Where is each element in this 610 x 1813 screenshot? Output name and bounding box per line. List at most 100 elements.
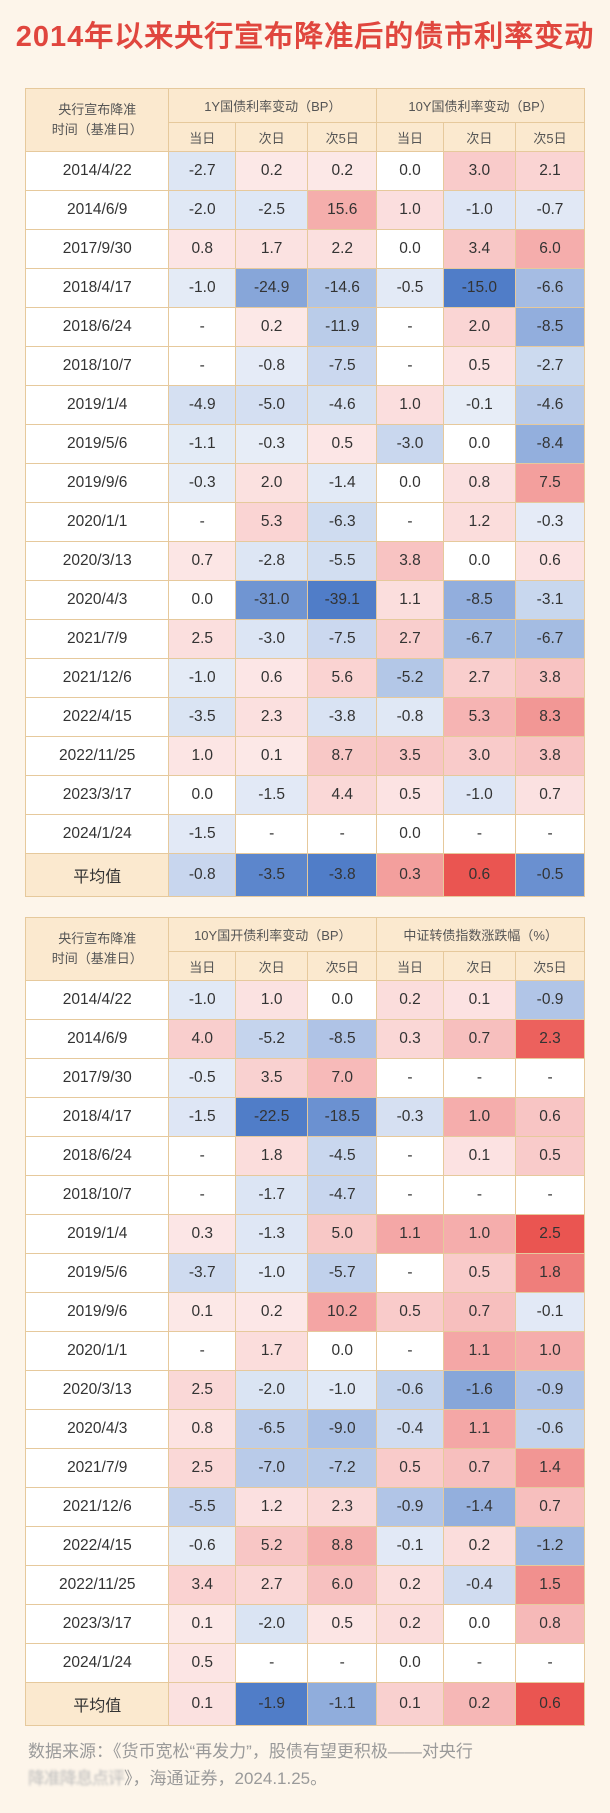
date-cell: 2022/4/15 — [24, 697, 170, 737]
sub-header: 次5日 — [307, 122, 378, 152]
value-cell: -5.0 — [235, 385, 309, 425]
value-cell: 0.2 — [442, 1682, 517, 1726]
value-cell: -1.4 — [442, 1487, 517, 1527]
value-cell: - — [168, 307, 237, 347]
value-cell: 8.7 — [307, 736, 378, 776]
value-cell: 1.8 — [515, 1253, 585, 1293]
group-header-10y-treasury: 10Y国债利率变动（BP） — [376, 88, 585, 123]
value-cell: 0.8 — [168, 1409, 237, 1449]
sub-header: 次日 — [235, 951, 309, 981]
value-cell: 5.6 — [307, 658, 378, 698]
corner-line-2: 时间（基准日） — [51, 122, 143, 137]
date-cell: 2014/4/22 — [24, 151, 170, 191]
value-cell: -8.5 — [442, 580, 517, 620]
value-cell: 7.0 — [307, 1058, 378, 1098]
value-cell: 0.2 — [376, 1565, 444, 1605]
value-cell: 0.7 — [515, 775, 585, 815]
source-line-2-text: 》，海通证券，2024.1.25。 — [124, 1769, 328, 1788]
table-row: 2020/1/1-1.7 0.0-1.1 1.0 — [24, 1331, 585, 1371]
value-cell: -0.3 — [168, 463, 237, 503]
value-cell: 15.6 — [307, 190, 378, 230]
date-cell: 2014/6/9 — [24, 190, 170, 230]
date-cell: 2019/5/6 — [24, 424, 170, 464]
value-cell: -8.4 — [515, 424, 585, 464]
value-cell: 1.1 — [442, 1331, 517, 1371]
value-cell: -1.3 — [235, 1214, 309, 1254]
value-cell: -2.8 — [235, 541, 309, 581]
value-cell: 0.5 — [376, 1448, 444, 1488]
value-cell: 1.7 — [235, 229, 309, 269]
value-cell: 1.1 — [376, 580, 444, 620]
value-cell: 0.1 — [442, 1136, 517, 1176]
date-cell: 2018/10/7 — [24, 1175, 170, 1215]
value-cell: -1.1 — [307, 1682, 378, 1726]
value-cell: -39.1 — [307, 580, 378, 620]
value-cell: -1.6 — [442, 1370, 517, 1410]
date-cell: 2017/9/30 — [24, 229, 170, 269]
date-cell: 2022/11/25 — [24, 1565, 170, 1605]
value-cell: 6.0 — [307, 1565, 378, 1605]
value-cell: -0.8 — [235, 346, 309, 386]
corner-line-2: 时间（基准日） — [51, 951, 143, 966]
table-row: 2019/5/6 -3.7 -1.0 -5.7-0.5 1.8 — [24, 1253, 585, 1293]
value-cell: 0.0 — [442, 1604, 517, 1644]
value-cell: -11.9 — [307, 307, 378, 347]
value-cell: 0.5 — [376, 775, 444, 815]
table-row: 2020/4/3 0.8 -6.5 -9.0 -0.4 1.1 -0.6 — [24, 1409, 585, 1449]
value-cell: 1.8 — [235, 1136, 309, 1176]
value-cell: 0.6 — [442, 853, 517, 897]
value-cell: -3.1 — [515, 580, 585, 620]
value-cell: 0.0 — [307, 980, 378, 1020]
value-cell: -3.0 — [376, 424, 444, 464]
table-row: 2018/6/24-1.8 -4.5-0.1 0.5 — [24, 1136, 585, 1176]
value-cell: 1.4 — [515, 1448, 585, 1488]
value-cell: - — [168, 1136, 237, 1176]
value-cell: -7.5 — [307, 346, 378, 386]
value-cell: -0.6 — [376, 1370, 444, 1410]
value-cell: 0.7 — [442, 1448, 517, 1488]
value-cell: -4.5 — [307, 1136, 378, 1176]
value-cell: -0.4 — [376, 1409, 444, 1449]
value-cell: 2.7 — [235, 1565, 309, 1605]
source-line-1: 数据来源：《货币宽松“再发力”，股债有望更积极——对央行 — [28, 1742, 473, 1761]
table-row: 2023/3/17 0.0 -1.5 4.4 0.5 -1.0 0.7 — [24, 775, 585, 815]
value-cell: 3.4 — [168, 1565, 237, 1605]
value-cell: -1.0 — [442, 775, 517, 815]
value-cell: - — [442, 1643, 517, 1683]
group-header-convertible-index: 中证转债指数涨跌幅（%） — [376, 917, 585, 952]
value-cell: 0.7 — [515, 1487, 585, 1527]
value-cell: - — [376, 1175, 444, 1215]
table-row: 2020/3/13 0.7 -2.8 -5.5 3.8 0.0 0.6 — [24, 541, 585, 581]
value-cell: 0.2 — [307, 151, 378, 191]
value-cell: 1.0 — [376, 190, 444, 230]
value-cell: -3.8 — [307, 697, 378, 737]
value-cell: -5.7 — [307, 1253, 378, 1293]
table-row: 2014/6/9 -2.0 -2.5 15.6 1.0 -1.0 -0.7 — [24, 190, 585, 230]
value-cell: -18.5 — [307, 1097, 378, 1137]
value-cell: 1.0 — [442, 1097, 517, 1137]
value-cell: 1.1 — [376, 1214, 444, 1254]
blurred-text: 降准降息点评 — [28, 1769, 125, 1788]
value-cell: 2.3 — [307, 1487, 378, 1527]
corner-line-1: 央行宣布降准 — [58, 102, 137, 117]
value-cell: - — [235, 814, 309, 854]
value-cell: -0.8 — [168, 853, 237, 897]
value-cell: 0.2 — [235, 151, 309, 191]
date-cell: 2021/7/9 — [24, 1448, 170, 1488]
value-cell: -3.5 — [235, 853, 309, 897]
table-row: 2020/4/3 0.0 -31.0 -39.1 1.1 -8.5 -3.1 — [24, 580, 585, 620]
sub-header: 当日 — [168, 951, 237, 981]
date-cell: 2021/7/9 — [24, 619, 170, 659]
value-cell: 0.0 — [376, 151, 444, 191]
value-cell: 2.5 — [168, 1448, 237, 1488]
table-row: 2020/1/1-5.3 -6.3-1.2 -0.3 — [24, 502, 585, 542]
value-cell: -0.3 — [235, 424, 309, 464]
date-cell: 2018/4/17 — [24, 1097, 170, 1137]
value-cell: 1.0 — [376, 385, 444, 425]
value-cell: -5.5 — [168, 1487, 237, 1527]
table-row: 2019/5/6 -1.1 -0.3 0.5 -3.0 0.0 -8.4 — [24, 424, 585, 464]
table-row: 2021/7/9 2.5 -7.0 -7.2 0.5 0.7 1.4 — [24, 1448, 585, 1488]
value-cell: 1.0 — [442, 1214, 517, 1254]
value-cell: -2.0 — [235, 1370, 309, 1410]
date-cell: 2023/3/17 — [24, 775, 170, 815]
